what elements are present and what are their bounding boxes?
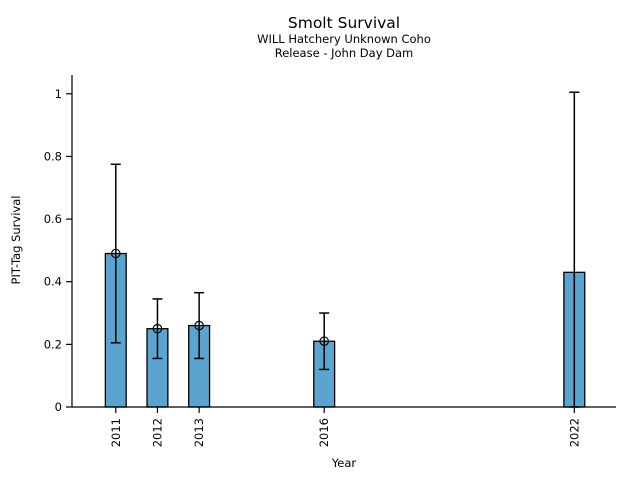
x-tick-label-2016: 2016 <box>317 418 331 447</box>
chart-subtitle-hatchery: WILL Hatchery Unknown Coho <box>257 32 431 46</box>
y-tick-label-0.6: 0.6 <box>44 212 62 226</box>
chart-title: Smolt Survival <box>288 14 400 32</box>
y-tick-label-0.2: 0.2 <box>44 337 62 351</box>
y-tick-label-1: 1 <box>55 87 62 101</box>
x-tick-label-2011: 2011 <box>109 418 123 447</box>
y-tick-label-0.8: 0.8 <box>44 149 62 163</box>
x-axis-label: Year <box>331 456 357 470</box>
point-marker-2012 <box>152 323 163 334</box>
x-tick-label-2013: 2013 <box>192 418 206 447</box>
point-marker-2016 <box>319 336 329 347</box>
x-tick-label-2022: 2022 <box>567 418 581 447</box>
y-axis-label: PIT-Tag Survival <box>9 196 23 285</box>
point-marker-2011 <box>110 248 121 259</box>
chart-subtitle-release: Release - John Day Dam <box>275 46 414 60</box>
y-tick-label-0.4: 0.4 <box>44 275 62 289</box>
y-tick-label-0: 0 <box>55 400 62 414</box>
plot-area: 0 0.2 0.4 0.6 0.8 1 2011 2012 2013 2016 2022 <box>44 75 616 447</box>
x-tick-label-2012: 2012 <box>150 418 164 447</box>
point-marker-2013 <box>194 320 204 331</box>
